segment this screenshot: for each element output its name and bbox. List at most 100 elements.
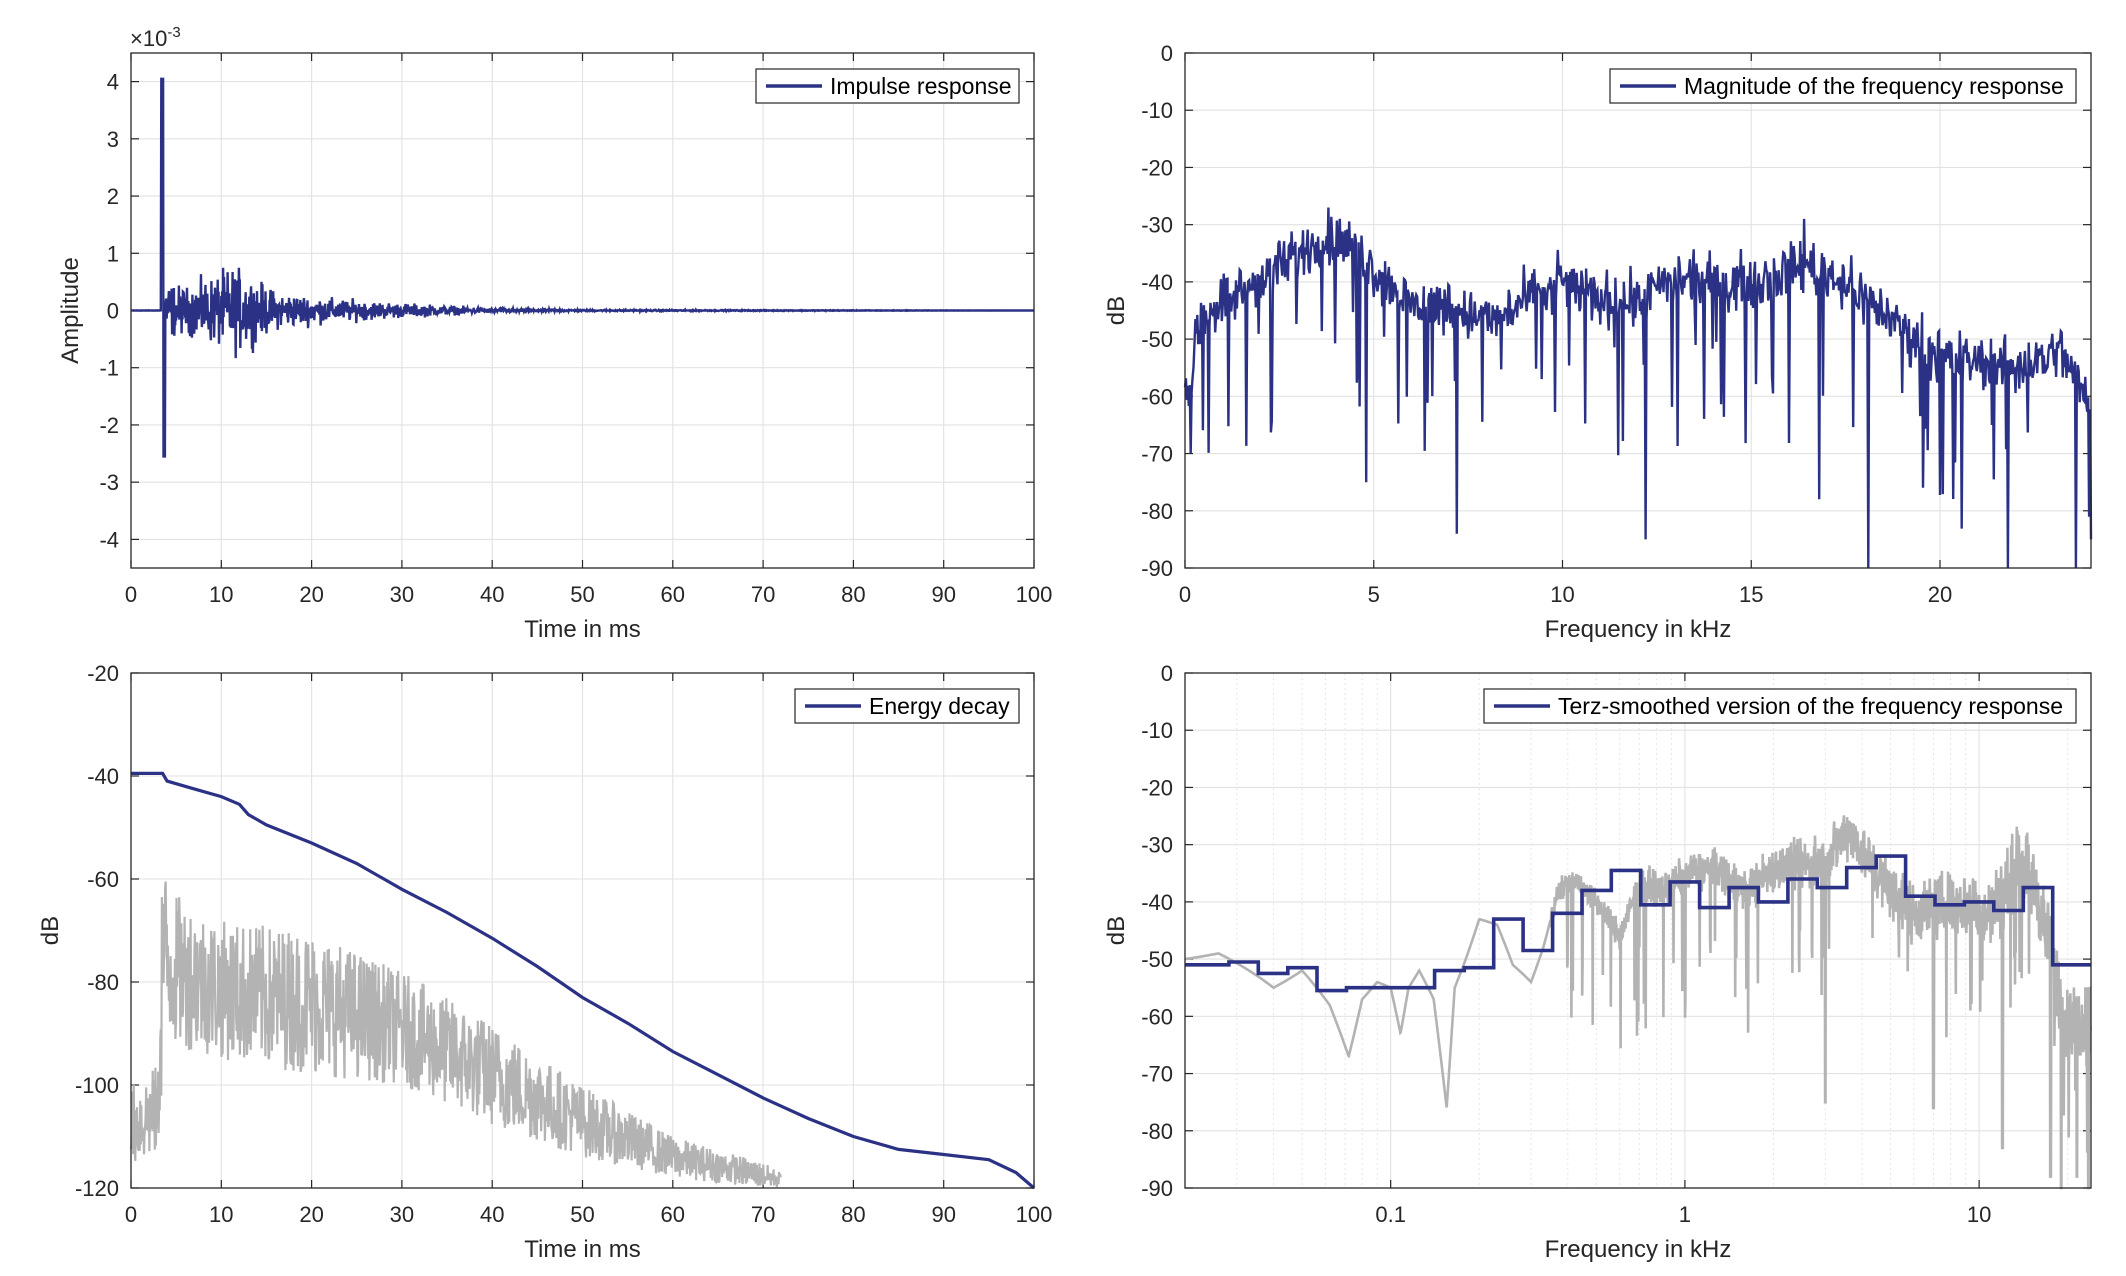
energy-x-axis-label: Time in ms [524,1236,640,1263]
impulse-y-tick-label: -4 [99,527,119,552]
energy-x-tick-labels: 0 10 20 30 40 50 60 70 80 90 100 [125,1202,1052,1227]
energy-x-tick-label: 10 [209,1202,233,1227]
impulse-y-tick-label: 0 [107,299,119,324]
terz-series-line [1185,854,2091,993]
impulse-y-exponent: ×10-3 [130,24,181,51]
energy-y-tick-label: -40 [87,764,119,789]
energy-x-tick-label: 90 [931,1202,955,1227]
impulse-y-tick-label: 1 [107,241,119,266]
magnitude-y-tick-label: 0 [1161,41,1173,66]
energy-decay-chart: 0 10 20 30 40 50 60 70 80 90 100 -20-40-60-80-100-… [37,661,1052,1263]
magnitude-y-tick-label: -90 [1141,556,1173,581]
energy-y-tick-labels: -20 -40 -60 -80 -100 -120 [75,661,119,1201]
impulse-y-tick-label: 2 [107,184,119,209]
energy-background-layer [129,881,782,1188]
magnitude-plot-box [1184,52,2092,569]
impulse-series-line [130,77,1034,458]
impulse-y-tick-labels: -4 -3 -2 -1 0 1 2 3 4 [99,70,119,553]
terz-y-tick-label: -10 [1141,718,1173,743]
terz-y-tick-label: -40 [1141,890,1173,915]
energy-y-axis-label: dB [37,916,64,945]
terz-x-tick-label: 10 [1967,1202,1991,1227]
energy-legend-label: Energy decay [869,693,1010,719]
magnitude-x-axis-label: Frequency in kHz [1545,616,1732,643]
magnitude-series-line [1183,207,2093,569]
magnitude-y-tick-label: -30 [1141,213,1173,238]
energy-x-tick-label: 40 [480,1202,504,1227]
terz-y-tick-labels: 0 -10 -20 -30 -40 -50 -60 -70 -80 -90 [1141,661,1173,1201]
magnitude-response-chart: 0 5 10 15 20 0 -10 -20 -30 -40 -50 -60 -70 -80 -90 Fr… [1103,41,2093,643]
impulse-x-tick-label: 40 [480,582,504,607]
magnitude-legend-box [1609,68,2077,104]
magnitude-y-tick-label: -20 [1141,155,1173,180]
magnitude-y-axis-label: dB [1103,296,1130,325]
impulse-x-tick-label: 100 [1016,582,1053,607]
energy-plot-box [130,672,1035,1189]
magnitude-legend: Magnitude of the frequency response [1609,68,2077,104]
terz-y-tick-label: -20 [1141,775,1173,800]
impulse-x-tick-label: 0 [125,582,137,607]
impulse-x-tick-label: 50 [570,582,594,607]
terz-x-tick-label: 0.1 [1375,1202,1406,1227]
impulse-y-multiplier: ×10 [130,26,167,51]
impulse-legend-label: Impulse response [830,73,1012,99]
magnitude-x-tick-label: 5 [1368,582,1380,607]
terz-background-layer [1184,815,2093,1190]
terz-grid [1185,672,2091,1189]
terz-y-tick-label: -90 [1141,1176,1173,1201]
terz-y-tick-label: -70 [1141,1062,1173,1087]
terz-y-tick-label: -80 [1141,1119,1173,1144]
energy-x-tick-label: 80 [841,1202,865,1227]
magnitude-y-tick-label: -80 [1141,499,1173,524]
magnitude-x-tick-label: 15 [1739,582,1763,607]
terz-smoothed-chart: 0.1 1 10 0 -10 -20 -30 -40 -50 -60 -70 -80 -90 Freq… [1103,661,2093,1263]
magnitude-x-tick-label: 20 [1928,582,1952,607]
terz-x-tick-labels: 0.1 1 10 [1375,1202,1991,1227]
terz-y-tick-label: -30 [1141,833,1173,858]
impulse-plot-box [130,52,1035,569]
impulse-x-tick-labels: 0 10 20 30 40 50 60 70 80 90 100 [125,582,1052,607]
impulse-series-layer [130,77,1034,458]
impulse-legend: Impulse response [755,68,1020,104]
energy-x-tick-label: 60 [661,1202,685,1227]
energy-x-tick-label: 70 [751,1202,775,1227]
energy-x-tick-label: 0 [125,1202,137,1227]
magnitude-x-tick-label: 10 [1550,582,1574,607]
impulse-y-tick-label: -2 [99,413,119,438]
impulse-x-tick-label: 10 [209,582,233,607]
impulse-x-axis-label: Time in ms [524,616,640,643]
magnitude-y-tick-label: -50 [1141,327,1173,352]
magnitude-series-layer [1183,207,2093,569]
terz-legend: Terz-smoothed version of the frequency r… [1483,688,2077,724]
energy-x-tick-label: 50 [570,1202,594,1227]
impulse-x-tick-label: 30 [390,582,414,607]
magnitude-x-tick-label: 0 [1179,582,1191,607]
energy-y-tick-label: -60 [87,867,119,892]
impulse-x-tick-label: 20 [299,582,323,607]
energy-y-tick-label: -120 [75,1176,119,1201]
terz-legend-label: Terz-smoothed version of the frequency r… [1558,693,2063,719]
energy-series-line [131,771,1036,1190]
energy-x-tick-label: 100 [1016,1202,1053,1227]
impulse-y-tick-label: -1 [99,356,119,381]
impulse-x-tick-label: 80 [841,582,865,607]
magnitude-y-tick-label: -10 [1141,98,1173,123]
magnitude-y-tick-label: -60 [1141,384,1173,409]
impulse-y-tick-label: -3 [99,470,119,495]
magnitude-y-tick-label: -40 [1141,270,1173,295]
impulse-y-axis-label: Amplitude [57,257,84,364]
terz-series-layer [1185,854,2091,993]
impulse-response-chart: 0 10 20 30 40 50 60 70 80 90 100 -4 -3 -2 -1 0 1 2 3 4 Tim… [57,24,1052,643]
impulse-y-tick-label: 3 [107,127,119,152]
energy-background-trace [129,881,782,1188]
impulse-y-tick-label: 4 [107,70,119,95]
terz-y-tick-label: -60 [1141,1004,1173,1029]
terz-y-tick-label: 0 [1161,661,1173,686]
terz-x-tick-label: 1 [1679,1202,1691,1227]
terz-legend-box [1483,688,2077,724]
magnitude-x-tick-labels: 0 5 10 15 20 [1179,582,1952,607]
impulse-x-tick-label: 60 [661,582,685,607]
terz-background-trace [1184,815,2093,1190]
